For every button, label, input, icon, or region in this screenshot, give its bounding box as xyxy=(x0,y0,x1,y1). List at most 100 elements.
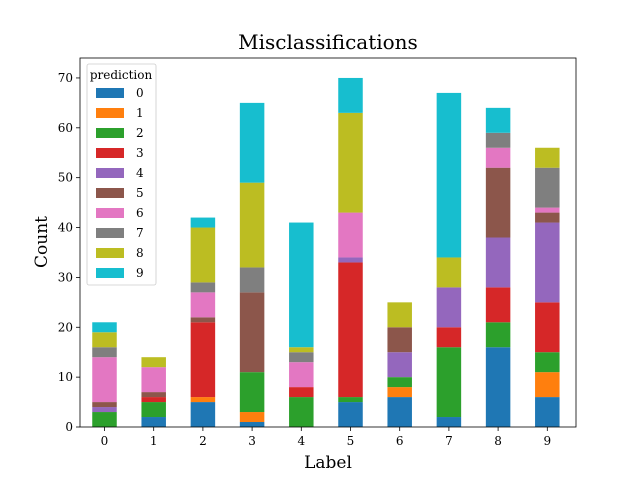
legend-items: 0 1 2 3 4 5 6 7 8 9 xyxy=(96,86,144,280)
bar-segment xyxy=(289,362,314,388)
legend-label: 1 xyxy=(136,106,144,120)
bar-segment xyxy=(387,387,412,398)
bar-segment xyxy=(141,402,166,418)
bar-segment xyxy=(141,417,166,427)
x-tick-label: 2 xyxy=(199,434,207,448)
bar-segment xyxy=(485,237,511,288)
x-tick-label: 8 xyxy=(494,434,502,448)
x-tick-label: 6 xyxy=(396,434,404,448)
bar-segment xyxy=(387,352,412,378)
y-tick-label: 30 xyxy=(58,270,73,284)
legend-swatch xyxy=(96,88,124,98)
x-tick-label: 4 xyxy=(297,434,305,448)
bar-segment xyxy=(485,322,511,348)
bar-segment xyxy=(485,107,511,133)
bar-segment xyxy=(387,377,412,388)
bar-segment xyxy=(535,167,560,208)
legend-label: 3 xyxy=(136,146,144,160)
x-tick-label: 1 xyxy=(150,434,158,448)
legend-swatch xyxy=(96,268,124,278)
legend-swatch xyxy=(96,108,124,118)
bar-segment xyxy=(239,292,265,373)
y-tick-label: 0 xyxy=(65,420,73,434)
y-tick-label: 70 xyxy=(58,71,73,85)
bar-segment xyxy=(92,402,117,408)
bar-segment xyxy=(535,372,560,398)
legend-label: 4 xyxy=(136,166,144,180)
legend: prediction 0 1 2 3 4 5 6 7 8 9 xyxy=(86,63,157,286)
bar-segment xyxy=(485,147,511,168)
bar-segment xyxy=(485,132,511,148)
bar-segment xyxy=(190,402,216,427)
bar-segment xyxy=(92,347,117,358)
bar-segment xyxy=(338,402,363,427)
legend-label: 9 xyxy=(136,266,144,280)
bar-segment xyxy=(141,357,166,368)
bar-segment xyxy=(289,387,314,398)
bar-segment xyxy=(92,332,117,348)
bar-segment xyxy=(92,407,117,413)
legend-label: 2 xyxy=(136,126,144,140)
x-axis-label: Label xyxy=(304,453,352,473)
bar-segment xyxy=(535,302,560,353)
bar-segment xyxy=(190,292,216,318)
bar-segment xyxy=(338,77,363,113)
legend-swatch xyxy=(96,248,124,258)
legend-swatch xyxy=(96,228,124,238)
bar-segment xyxy=(141,392,166,398)
bar-segment xyxy=(289,352,314,363)
x-tick-label: 3 xyxy=(248,434,256,448)
bar-segment xyxy=(92,357,117,403)
bar-segment xyxy=(387,327,412,353)
bar-segment xyxy=(535,147,560,168)
bar-segment xyxy=(436,327,462,348)
bar-segment xyxy=(190,322,216,398)
legend-label: 0 xyxy=(136,86,144,100)
x-axis: 0 1 2 3 4 5 6 7 8 9 xyxy=(101,427,551,448)
x-tick-label: 5 xyxy=(347,434,355,448)
x-tick-label: 0 xyxy=(101,434,109,448)
chart-title: Misclassifications xyxy=(238,30,418,54)
x-tick-label: 7 xyxy=(445,434,453,448)
bar-segment xyxy=(338,397,363,403)
legend-swatch xyxy=(96,168,124,178)
bar-segment xyxy=(92,412,117,427)
bar-segment xyxy=(289,347,314,353)
y-tick-label: 40 xyxy=(58,221,73,235)
bar-segment xyxy=(190,227,216,283)
legend-swatch xyxy=(96,208,124,218)
legend-label: 6 xyxy=(136,206,144,220)
bar-segment xyxy=(436,92,462,258)
legend-swatch xyxy=(96,188,124,198)
y-tick-label: 50 xyxy=(58,171,73,185)
bar-segment xyxy=(485,167,511,238)
legend-label: 7 xyxy=(136,226,144,240)
x-tick-label: 9 xyxy=(543,434,551,448)
bar-segment xyxy=(387,397,412,427)
bar-segment xyxy=(141,367,166,393)
y-tick-label: 60 xyxy=(58,121,73,135)
plot-frame xyxy=(79,57,577,428)
bar-segment xyxy=(239,182,265,268)
bar-segment xyxy=(485,347,511,427)
bar-segment xyxy=(289,397,314,427)
bar-segment xyxy=(338,212,363,258)
bar-segment xyxy=(436,257,462,288)
legend-label: 5 xyxy=(136,186,144,200)
bar-segment xyxy=(485,287,511,323)
legend-label: 8 xyxy=(136,246,144,260)
bar-segment xyxy=(436,347,462,418)
bar-segment xyxy=(436,287,462,328)
bar-segment xyxy=(239,267,265,293)
bar-segment xyxy=(535,352,560,373)
bar-segment xyxy=(387,302,412,328)
bar-segment xyxy=(436,417,462,427)
bar-segment xyxy=(190,397,216,403)
y-tick-label: 10 xyxy=(58,370,73,384)
bar-segment xyxy=(239,102,265,183)
bar-segment xyxy=(92,322,117,333)
bar-segment xyxy=(338,112,363,213)
bar-segment xyxy=(190,282,216,293)
bar-segment xyxy=(141,397,166,403)
bar-segment xyxy=(535,207,560,213)
